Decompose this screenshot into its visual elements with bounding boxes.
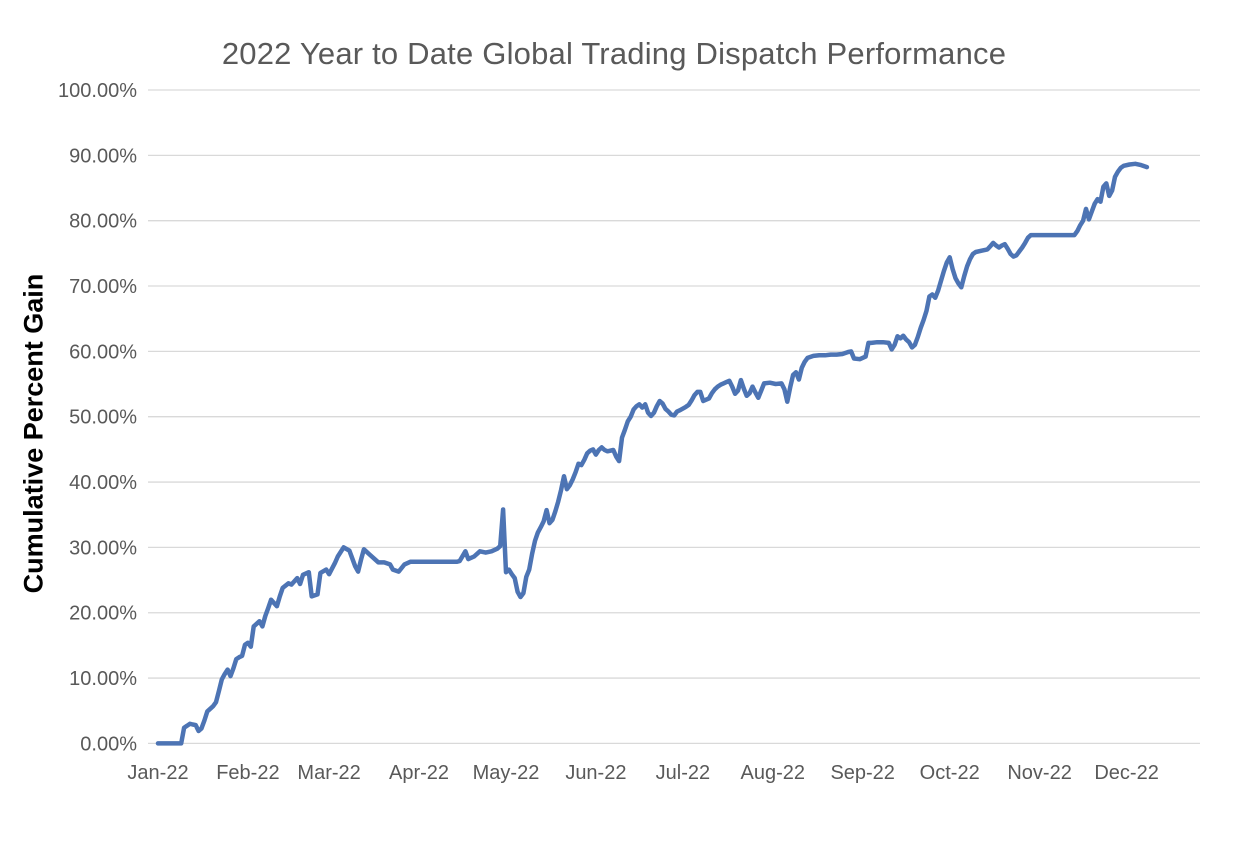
x-tick-label: Apr-22: [389, 762, 449, 784]
y-tick-label: 0.00%: [80, 733, 137, 755]
y-axis-tick-labels: 0.00% 10.00% 20.00% 30.00% 40.00% 50.00% 60.00…: [58, 80, 137, 755]
x-tick-label: Mar-22: [297, 762, 360, 784]
x-tick-label: Jul-22: [656, 762, 710, 784]
y-tick-label: 60.00%: [69, 341, 137, 363]
y-tick-label: 30.00%: [69, 537, 137, 559]
chart-title: 2022 Year to Date Global Trading Dispatc…: [221, 36, 1007, 71]
y-tick-label: 50.00%: [69, 407, 137, 429]
y-tick-label: 10.00%: [69, 668, 137, 690]
x-tick-label: Aug-22: [741, 762, 806, 784]
x-tick-label: Oct-22: [920, 762, 980, 784]
y-tick-label: 100.00%: [58, 80, 137, 102]
x-axis-tick-labels: Jan-22 Feb-22 Mar-22 Apr-22 May-22 Jun-22 Jul-…: [127, 762, 1158, 784]
y-tick-label: 90.00%: [69, 145, 137, 167]
x-tick-label: Sep-22: [830, 762, 895, 784]
x-tick-label: Feb-22: [216, 762, 279, 784]
x-tick-label: Dec-22: [1094, 762, 1158, 784]
x-tick-label: May-22: [473, 762, 540, 784]
x-tick-label: Jan-22: [127, 762, 188, 784]
y-tick-label: 70.00%: [69, 276, 137, 298]
performance-line-series: [155, 161, 1150, 746]
y-axis-title: Cumulative Percent Gain: [18, 273, 49, 594]
x-tick-label: Nov-22: [1007, 762, 1071, 784]
y-tick-label: 40.00%: [69, 472, 137, 494]
y-tick-label: 80.00%: [69, 211, 137, 233]
y-tick-label: 20.00%: [69, 603, 137, 625]
x-tick-label: Jun-22: [565, 762, 626, 784]
